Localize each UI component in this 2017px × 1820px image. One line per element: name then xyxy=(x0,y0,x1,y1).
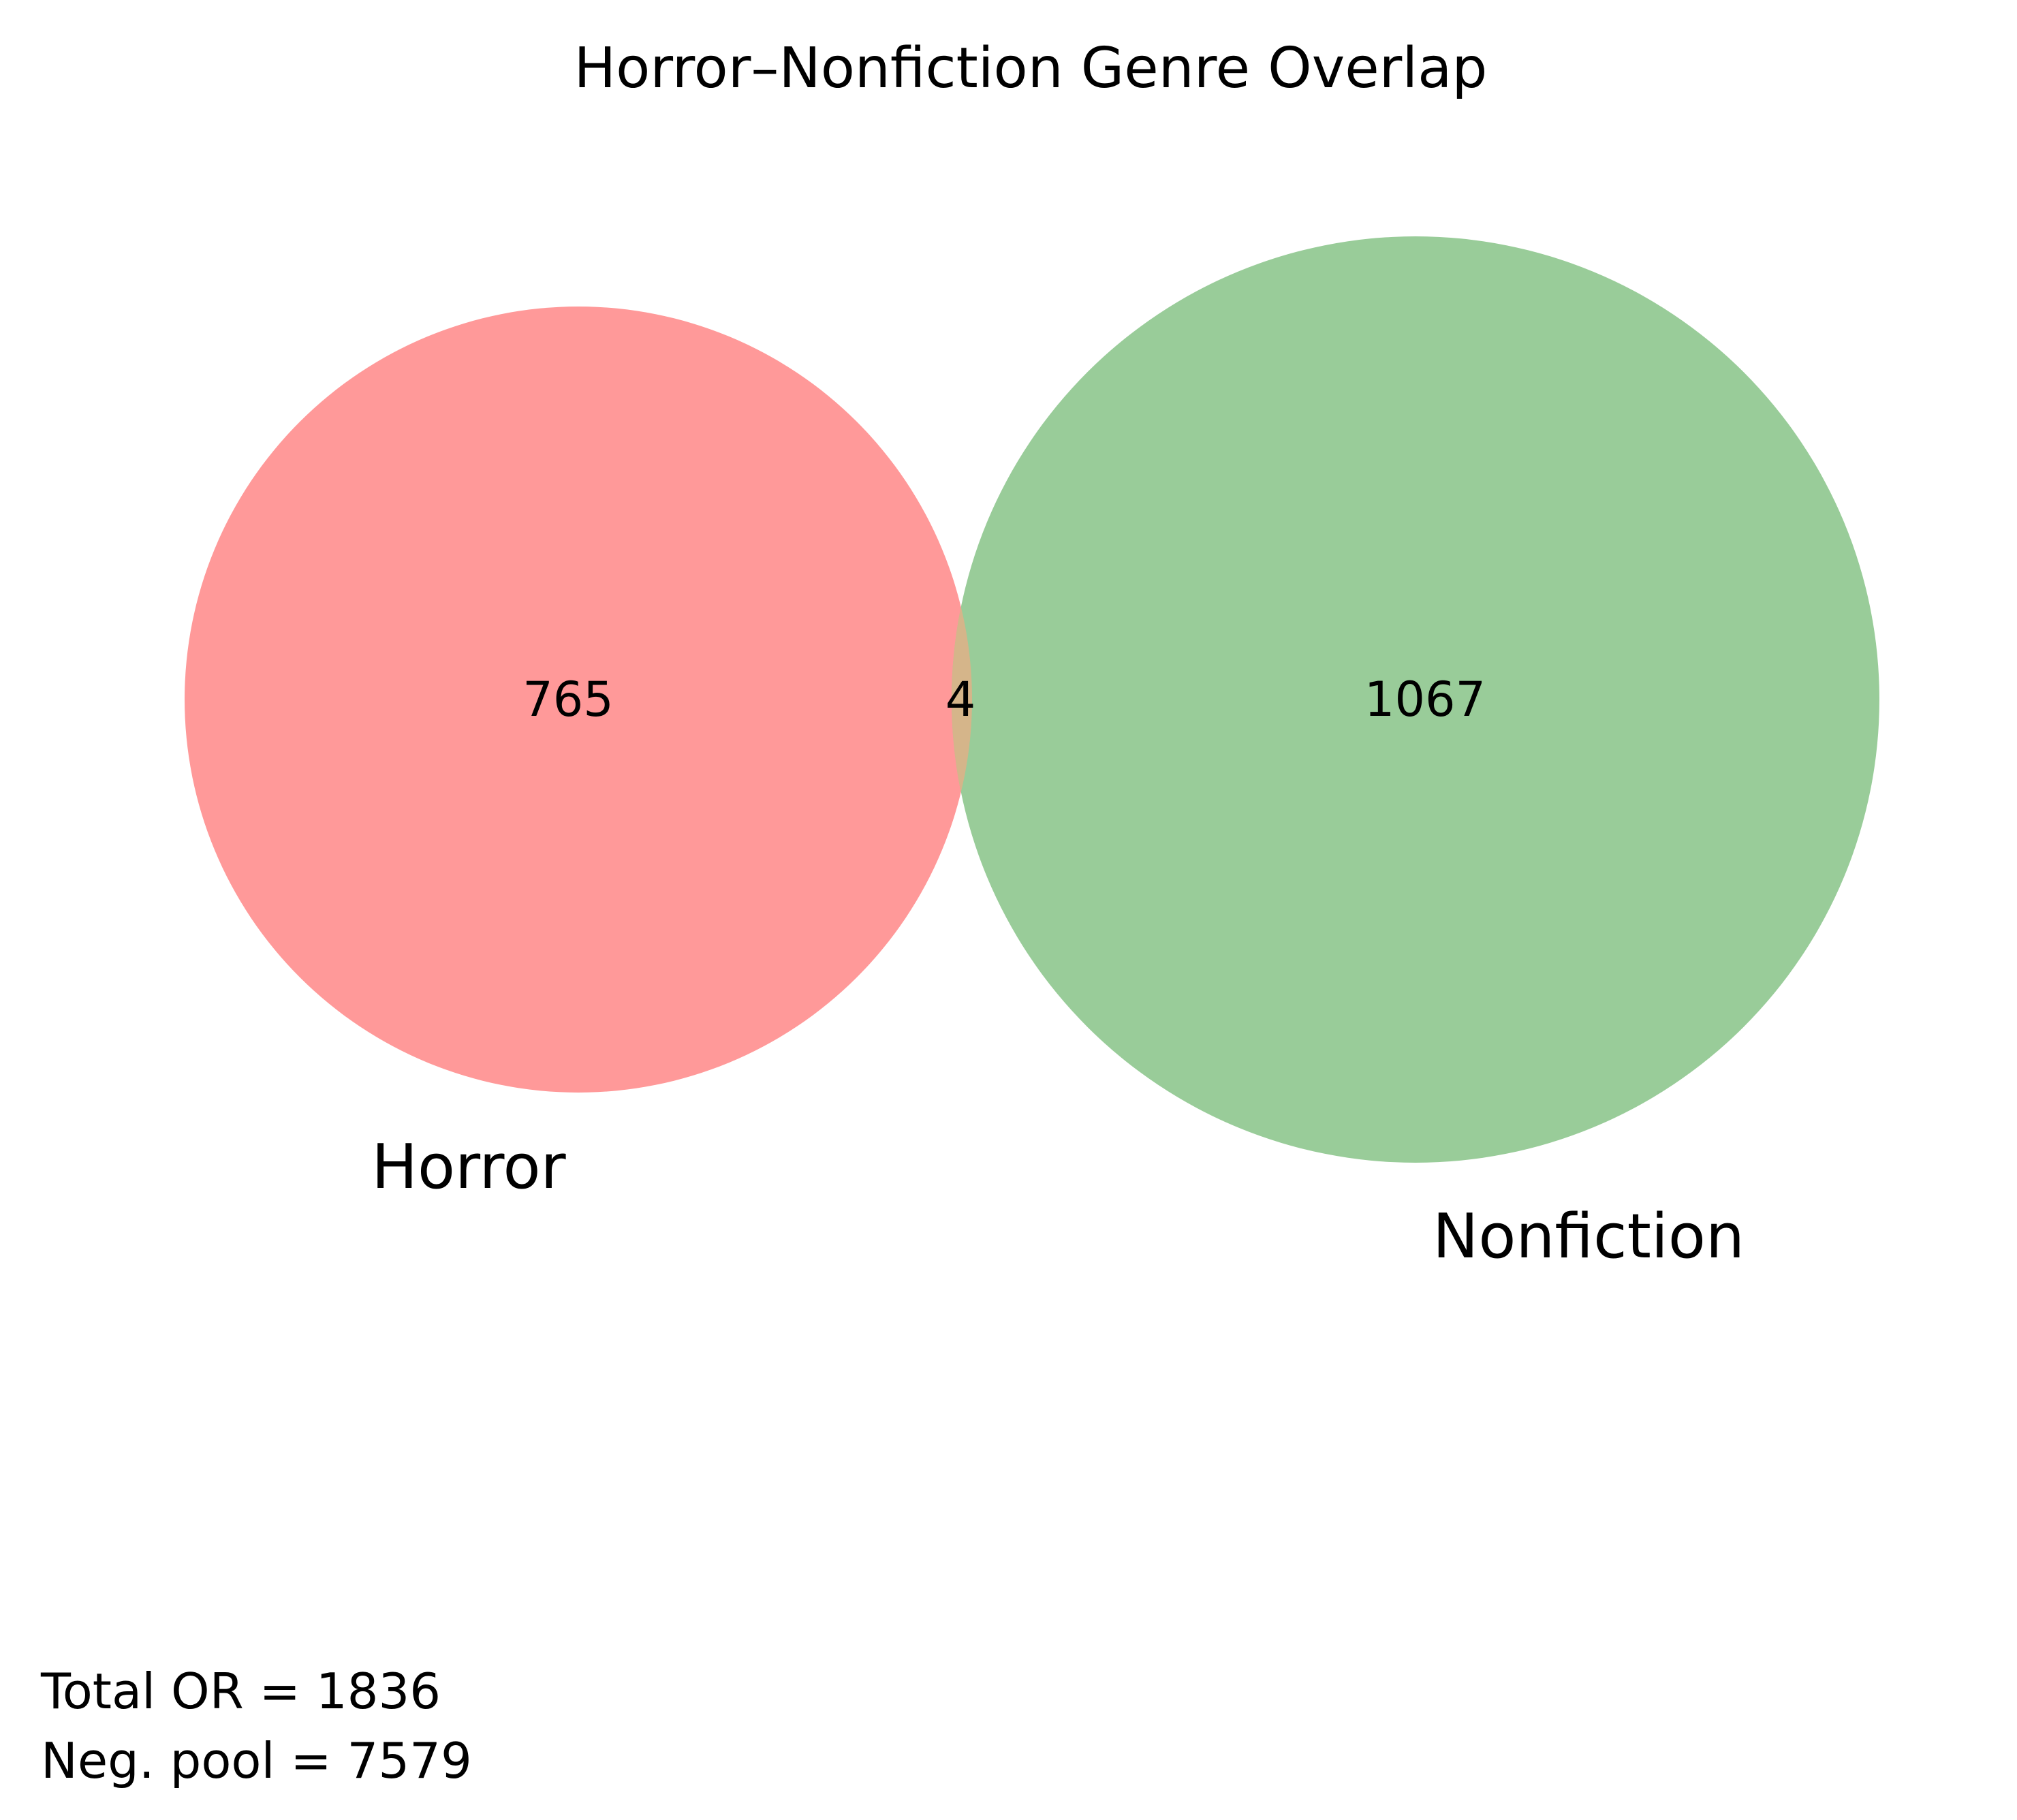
nonfiction-only-count: 1067 xyxy=(1364,672,1486,727)
horror-set-label: Horror xyxy=(371,1131,565,1203)
nonfiction-circle xyxy=(952,236,1879,1163)
chart-title: Horror–Nonfiction Genre Overlap xyxy=(574,36,1488,101)
horror-circle xyxy=(185,307,972,1093)
neg-pool-note: Neg. pool = 7579 xyxy=(41,1732,472,1789)
total-or-note: Total OR = 1836 xyxy=(40,1663,441,1720)
intersection-count: 4 xyxy=(945,672,976,727)
nonfiction-set-label: Nonfiction xyxy=(1433,1201,1745,1272)
horror-only-count: 765 xyxy=(522,672,614,727)
